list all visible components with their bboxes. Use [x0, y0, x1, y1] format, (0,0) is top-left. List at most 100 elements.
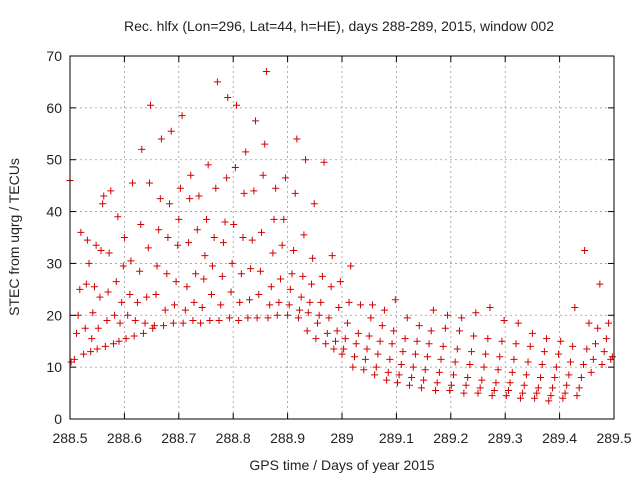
data-point — [131, 316, 139, 324]
data-point — [372, 363, 380, 371]
data-point — [605, 319, 613, 327]
data-point — [130, 332, 138, 340]
data-point — [330, 345, 338, 353]
x-tick-label: 288.6 — [107, 430, 142, 446]
data-point — [331, 337, 339, 345]
data-point — [103, 316, 111, 324]
data-point — [179, 319, 187, 327]
data-point — [413, 337, 421, 345]
data-point — [80, 350, 88, 358]
data-point — [399, 348, 407, 356]
data-point — [467, 348, 475, 356]
data-point — [195, 192, 203, 200]
data-point — [185, 239, 193, 247]
data-point — [433, 379, 441, 387]
data-point — [583, 345, 591, 353]
data-point — [351, 353, 359, 361]
data-point — [506, 379, 514, 387]
data-point — [540, 348, 548, 356]
data-point — [397, 361, 405, 369]
data-point — [288, 270, 296, 278]
data-point — [423, 353, 431, 361]
data-point — [405, 381, 413, 389]
data-point — [147, 101, 155, 109]
data-point — [231, 163, 239, 171]
data-point — [93, 345, 101, 353]
data-point — [145, 179, 153, 187]
data-point — [592, 340, 600, 348]
chart-title: Rec. hlfx (Lon=296, Lat=44, h=HE), days … — [124, 18, 554, 34]
data-point — [494, 366, 502, 374]
data-point — [490, 386, 498, 394]
data-point — [115, 337, 123, 345]
data-point — [464, 374, 472, 382]
grid-lines — [70, 56, 614, 419]
data-point — [133, 298, 141, 306]
y-tick-label: 10 — [46, 359, 62, 375]
data-point — [156, 195, 164, 203]
data-point — [253, 314, 261, 322]
data-point — [587, 368, 595, 376]
data-point — [97, 246, 105, 254]
data-point — [441, 324, 449, 332]
data-point — [236, 298, 244, 306]
data-point — [90, 283, 98, 291]
data-point — [589, 355, 597, 363]
data-point — [126, 291, 134, 299]
data-point — [417, 384, 425, 392]
data-point — [322, 340, 330, 348]
x-tick-label: 289.3 — [488, 430, 523, 446]
data-point — [520, 381, 528, 389]
data-point — [206, 316, 214, 324]
data-point — [390, 327, 398, 335]
data-point — [393, 379, 401, 387]
data-point — [314, 319, 322, 327]
data-point — [259, 171, 267, 179]
x-tick-labels: 288.5 288.6 288.7 288.8 288.9 289 289.1 289.2 28… — [52, 430, 631, 446]
data-point — [212, 184, 220, 192]
data-point — [170, 301, 178, 309]
data-point — [218, 272, 226, 280]
data-point — [453, 345, 461, 353]
data-point — [87, 348, 95, 356]
data-point — [176, 184, 184, 192]
data-point — [105, 249, 113, 257]
data-point — [388, 340, 396, 348]
data-point — [261, 140, 269, 148]
data-point — [172, 278, 180, 286]
data-point — [302, 156, 310, 164]
y-tick-label: 0 — [54, 411, 62, 427]
data-point — [547, 392, 555, 400]
data-point — [209, 262, 217, 270]
data-point — [187, 171, 195, 179]
data-point — [451, 358, 459, 366]
data-point — [401, 335, 409, 343]
data-point — [596, 280, 604, 288]
data-point — [600, 348, 608, 356]
data-point — [83, 236, 91, 244]
data-point — [594, 324, 602, 332]
x-tick-label: 288.7 — [161, 430, 196, 446]
data-point — [299, 272, 307, 280]
data-point — [472, 309, 480, 317]
data-point — [476, 384, 484, 392]
data-point — [421, 366, 429, 374]
data-point — [237, 270, 245, 278]
data-point — [470, 332, 478, 340]
data-point — [250, 187, 258, 195]
data-point — [415, 322, 423, 330]
y-tick-labels: 0 10 20 30 40 50 60 70 — [46, 48, 62, 427]
data-point — [224, 93, 232, 101]
data-point — [502, 392, 510, 400]
data-point — [543, 335, 551, 343]
data-point — [150, 322, 158, 330]
data-point — [356, 301, 364, 309]
data-point — [318, 272, 326, 280]
data-point — [175, 215, 183, 223]
data-point — [474, 389, 482, 397]
data-point — [193, 226, 201, 234]
data-point — [119, 262, 127, 270]
data-point — [70, 355, 78, 363]
data-point — [160, 322, 168, 330]
data-point — [551, 374, 559, 382]
